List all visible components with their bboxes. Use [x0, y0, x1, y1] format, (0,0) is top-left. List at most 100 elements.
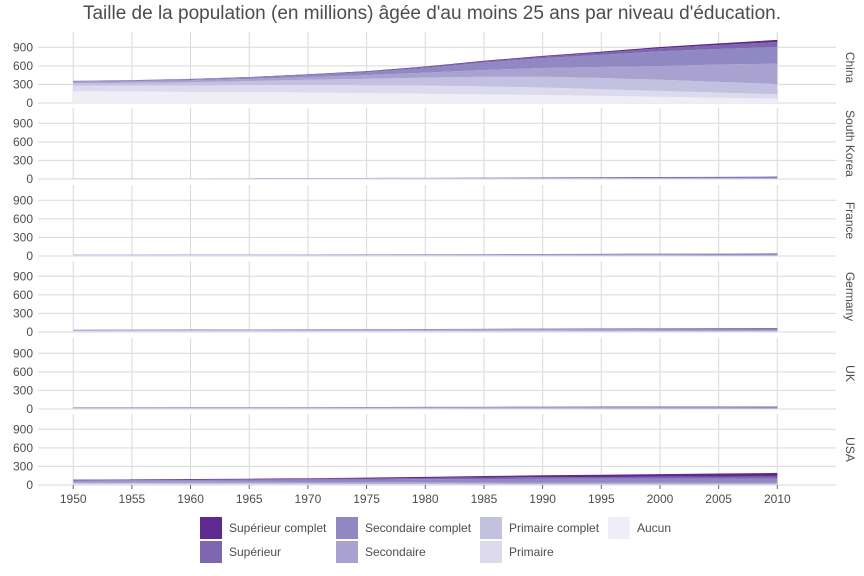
area-primaire-complet [73, 482, 778, 485]
faceted-area-chart: 0 300 600 900 China 0 300 600 900 South Korea 0 300… [13, 32, 857, 506]
area-primaire [73, 255, 778, 256]
facet-label: USA [843, 437, 857, 462]
area-primaire [73, 483, 778, 485]
y-tick-label: 600 [13, 441, 33, 455]
facet-label: Germany [843, 272, 857, 321]
legend-label: Supérieur [229, 544, 282, 559]
facet-label: South Korea [843, 110, 857, 177]
y-tick-label: 300 [13, 459, 33, 473]
area-secondaire [73, 63, 778, 85]
x-tick-label: 1980 [412, 492, 439, 506]
y-tick-label: 900 [13, 40, 33, 54]
area-primaire [73, 330, 778, 332]
area-superieur [73, 328, 778, 330]
y-tick-label: 600 [13, 59, 33, 73]
area-secondaire [73, 481, 778, 484]
legend-swatch [200, 516, 222, 539]
legend: Supérieur complet Supérieur Secondaire com… [200, 516, 680, 566]
panel-usa: 0 300 600 900 USA [13, 414, 857, 492]
y-tick-label: 0 [26, 249, 33, 263]
legend-item: Secondaire [336, 540, 426, 563]
legend-label: Primaire complet [509, 520, 600, 535]
legend-item: Supérieur [200, 540, 281, 563]
area-secondaire-complet [73, 407, 778, 409]
legend-swatch [480, 540, 502, 563]
legend-item: Supérieur complet [200, 516, 326, 539]
y-tick-label: 0 [26, 325, 33, 339]
panel-germany: 0 300 600 900 Germany [13, 261, 857, 339]
legend-swatch [336, 540, 358, 563]
area-secondaire [73, 329, 778, 332]
y-tick-label: 900 [13, 346, 33, 360]
x-tick-label: 1985 [471, 492, 498, 506]
legend-swatch [336, 516, 358, 539]
y-tick-label: 300 [13, 383, 33, 397]
legend-swatch [608, 516, 630, 539]
area-superieur [73, 253, 778, 255]
area-superieur-complet [73, 472, 778, 480]
panel-china: 0 300 600 900 China [13, 32, 857, 110]
y-tick-label: 0 [26, 96, 33, 110]
y-tick-label: 0 [26, 478, 33, 492]
y-tick-label: 300 [13, 153, 33, 167]
legend-item: Aucun [608, 516, 671, 539]
area-secondaire-complet [73, 177, 778, 179]
area-superieur-complet [73, 406, 778, 408]
y-tick-label: 0 [26, 402, 33, 416]
y-tick-label: 300 [13, 306, 33, 320]
y-tick-label: 600 [13, 288, 33, 302]
area-superieur [73, 42, 778, 82]
x-tick-label: 1975 [353, 492, 380, 506]
y-tick-label: 600 [13, 212, 33, 226]
area-secondaire-complet [73, 478, 778, 483]
legend-label: Secondaire [365, 544, 426, 559]
x-tick-label: 1955 [119, 492, 146, 506]
y-tick-label: 900 [13, 422, 33, 436]
area-primaire [73, 85, 778, 99]
legend-item: Primaire [480, 540, 554, 563]
chart-title: Taille de la population (en millions) âg… [82, 3, 782, 24]
legend-swatch [200, 540, 222, 563]
x-tick-label: 1995 [588, 492, 615, 506]
legend-item: Primaire complet [480, 516, 599, 539]
legend-swatch [480, 516, 502, 539]
legend-label: Supérieur complet [229, 520, 327, 535]
x-tick-label: 2005 [705, 492, 732, 506]
panel-uk: 0 300 600 900 UK [13, 338, 857, 416]
area-primaire-complet [73, 76, 778, 95]
facet-label: UK [843, 365, 857, 382]
area-superieur [73, 476, 778, 481]
x-tick-label: 1950 [60, 492, 87, 506]
panel-south-korea: 0 300 600 900 South Korea [13, 108, 857, 186]
y-tick-label: 300 [13, 77, 33, 91]
x-tick-label: 1960 [177, 492, 204, 506]
y-tick-label: 900 [13, 269, 33, 283]
y-tick-label: 0 [26, 172, 33, 186]
x-tick-label: 1970 [295, 492, 322, 506]
x-tick-label: 1990 [529, 492, 556, 506]
area-primaire-complet [73, 330, 778, 332]
facet-label: China [843, 52, 857, 84]
area-secondaire [73, 254, 778, 256]
area-secondaire-complet [73, 328, 778, 331]
y-tick-label: 900 [13, 116, 33, 130]
x-tick-label: 2000 [647, 492, 674, 506]
area-secondaire-complet [73, 254, 778, 255]
area-aucun [73, 91, 778, 103]
legend-label: Aucun [637, 520, 672, 535]
area-secondaire-complet [73, 46, 778, 82]
area-superieur-complet [73, 328, 778, 330]
area-superieur [73, 177, 778, 179]
y-tick-label: 600 [13, 135, 33, 149]
y-tick-label: 900 [13, 193, 33, 207]
legend-item: Secondaire complet [336, 516, 471, 539]
legend-label: Primaire [509, 544, 554, 559]
x-tick-label: 1965 [236, 492, 263, 506]
facet-label: France [843, 202, 857, 240]
area-primaire-complet [73, 408, 778, 409]
panel-france: 0 300 600 900 France [13, 185, 857, 263]
x-tick-label: 2010 [764, 492, 791, 506]
y-tick-label: 300 [13, 230, 33, 244]
y-tick-label: 600 [13, 365, 33, 379]
area-secondaire [73, 407, 778, 409]
